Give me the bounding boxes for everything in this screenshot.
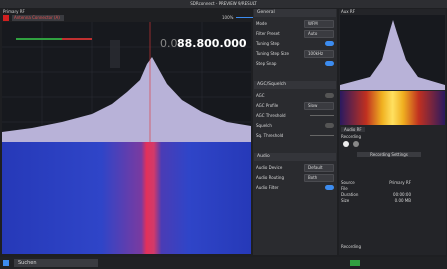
setting-value[interactable]: Default: [304, 164, 334, 172]
setting-label: Mode: [256, 21, 267, 26]
slider[interactable]: [310, 135, 334, 136]
setting-row: Tuning Step Size 100kHz: [256, 49, 334, 58]
setting-row: Audio Routing Both: [256, 173, 334, 182]
play-button[interactable]: [353, 141, 359, 147]
setting-row: Audio Device Default: [256, 163, 334, 172]
antenna-select[interactable]: Antenna Connector (A): [12, 15, 64, 21]
window-title: SDRconnect - PREVIEW 9/RESULT: [0, 1, 447, 6]
panel-label: Primary RF: [3, 9, 25, 14]
section-header[interactable]: General: [254, 9, 336, 17]
recording-settings-button[interactable]: Recording Settings: [357, 152, 421, 157]
aux-waterfall: [340, 91, 445, 125]
setting-row: Tuning Step: [256, 39, 334, 48]
record-button[interactable]: [343, 141, 349, 147]
settings-panel: General Mode WFM Filter Preset Auto Tuning St…: [253, 9, 337, 255]
setting-label: Tuning Step Size: [256, 51, 289, 56]
setting-label: Audio Routing: [256, 175, 284, 180]
setting-label: Tuning Step: [256, 41, 279, 46]
recording-footer: Recording: [341, 244, 361, 249]
setting-row: Mode WFM: [256, 19, 334, 28]
setting-row: AGC Profile Slow: [256, 101, 334, 110]
spectrum: 0.0 88.800.000: [2, 22, 251, 142]
section-header[interactable]: AGC/Squelch: [254, 81, 336, 89]
detail-label: File: [341, 186, 348, 191]
recording-label: Recording: [341, 134, 361, 139]
setting-label: AGC: [256, 93, 265, 98]
setting-label: Sq. Threshold: [256, 133, 283, 138]
detail-value: Primary RF: [389, 180, 411, 185]
setting-label: Audio Filter: [256, 185, 279, 190]
frequency-prefix: 0.0: [160, 37, 178, 50]
toggle[interactable]: [325, 185, 334, 190]
setting-row: Squelch: [256, 121, 334, 130]
setting-row: AGC: [256, 91, 334, 100]
toggle[interactable]: [325, 41, 334, 46]
setting-value[interactable]: Slow: [304, 102, 334, 110]
setting-row: Filter Preset Auto: [256, 29, 334, 38]
start-button[interactable]: [3, 260, 9, 266]
aux-spectrum: [340, 15, 445, 90]
app-window: SDRconnect - PREVIEW 9/RESULT Primary RF…: [0, 0, 447, 269]
setting-label: Step Snap: [256, 61, 276, 66]
waterfall: [2, 142, 251, 254]
tray-icon: [350, 260, 360, 266]
slider[interactable]: [310, 115, 334, 116]
setting-value[interactable]: WFM: [304, 20, 334, 28]
setting-row: Sq. Threshold: [256, 131, 334, 140]
setting-value[interactable]: 100kHz: [304, 50, 334, 58]
setting-label: Filter Preset: [256, 31, 280, 36]
setting-value[interactable]: Both: [304, 174, 334, 182]
detail-value: 0.00 MB: [395, 198, 411, 203]
title-bar: SDRconnect - PREVIEW 9/RESULT: [0, 0, 447, 8]
toggle[interactable]: [325, 61, 334, 66]
setting-label: AGC Threshold: [256, 113, 286, 118]
detail-label: Duration: [341, 192, 358, 197]
detail-label: Size: [341, 198, 349, 203]
setting-label: AGC Profile: [256, 103, 278, 108]
setting-label: Squelch: [256, 123, 272, 128]
zoom-label: 100%: [222, 15, 233, 20]
setting-row: Step Snap: [256, 59, 334, 68]
section-header[interactable]: Audio: [254, 153, 336, 161]
detail-value: 00:00:00: [393, 192, 411, 197]
toggle[interactable]: [325, 93, 334, 98]
detail-row: Size 0.00 MB: [341, 197, 411, 203]
taskbar: Suchen: [0, 257, 447, 269]
toggle[interactable]: [325, 123, 334, 128]
setting-row: AGC Threshold: [256, 111, 334, 120]
setting-value[interactable]: Auto: [304, 30, 334, 38]
search-box[interactable]: Suchen: [14, 259, 98, 267]
level-meter-peak: [62, 38, 92, 40]
detail-label: Source: [341, 180, 355, 185]
setting-row: Audio Filter: [256, 183, 334, 192]
aux-label: Aux RF: [341, 9, 355, 14]
filter-box: [110, 40, 120, 68]
aux-tab[interactable]: Audio RF: [341, 127, 365, 132]
setting-label: Audio Device: [256, 165, 282, 170]
aux-panel: Aux RF Audio RF Recording Recording Sett…: [339, 9, 446, 255]
record-button[interactable]: [3, 15, 9, 21]
frequency[interactable]: 88.800.000: [177, 37, 247, 50]
